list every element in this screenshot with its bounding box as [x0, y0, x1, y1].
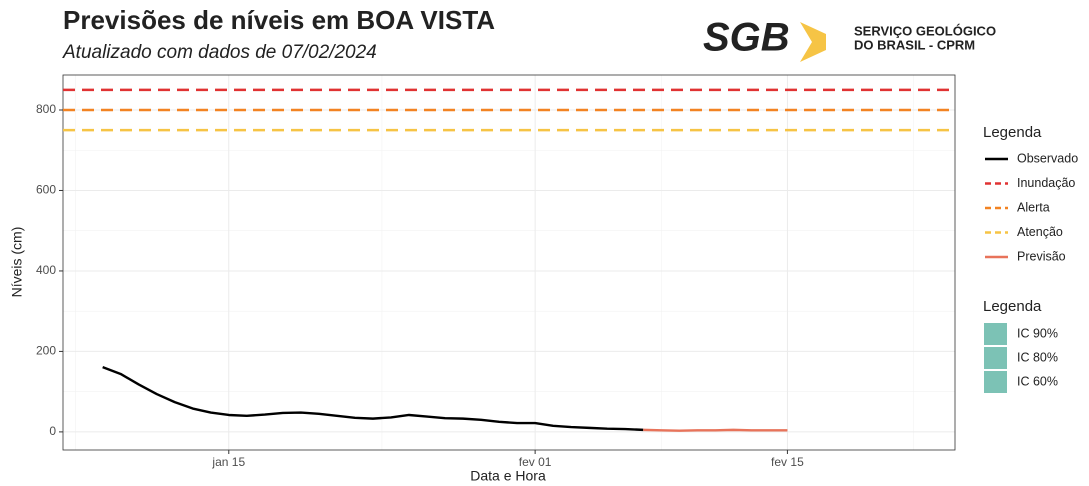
logo-mark: SGB — [703, 16, 790, 60]
x-axis-label: Data e Hora — [470, 468, 546, 484]
y-tick-label: 0 — [49, 424, 56, 438]
legend-title: Legenda — [983, 298, 1042, 315]
data-line — [643, 428, 788, 432]
plot-border — [62, 74, 956, 451]
y-tick-label: 200 — [36, 344, 56, 358]
chart-subtitle: Atualizado com dados de 07/02/2024 — [62, 42, 377, 63]
y-tick-label: 800 — [36, 102, 56, 116]
legend-label: IC 80% — [1017, 350, 1058, 364]
logo-text: DO BRASIL - CPRM — [854, 37, 975, 52]
legend-label: IC 90% — [1017, 326, 1058, 340]
legend-title: Legenda — [983, 124, 1042, 141]
legend-label: Previsão — [1017, 249, 1066, 263]
data-line — [102, 365, 644, 432]
legend-label: IC 60% — [1017, 374, 1058, 388]
y-tick-label: 600 — [36, 183, 56, 197]
logo-shape — [800, 22, 826, 62]
chart-title: Previsões de níveis em BOA VISTA — [63, 5, 495, 35]
legend-label: Observado — [1017, 151, 1078, 165]
legend-label: Inundação — [1017, 176, 1075, 190]
x-tick-label: fev 01 — [519, 455, 552, 469]
legend-swatch — [984, 347, 1007, 369]
legend-swatch — [984, 371, 1007, 393]
logo: SGB SERVIÇO GEOLÓGICO DO BRASIL - CPRM — [703, 16, 996, 62]
legend-label: Atenção — [1017, 225, 1063, 239]
legend-label: Alerta — [1017, 200, 1050, 214]
y-tick-label: 400 — [36, 263, 56, 277]
x-tick-label: jan 15 — [211, 455, 245, 469]
logo-text: SERVIÇO GEOLÓGICO — [854, 23, 996, 38]
x-tick-label: fev 15 — [771, 455, 804, 469]
legend-swatch — [984, 323, 1007, 345]
y-axis-label: Níveis (cm) — [9, 227, 25, 298]
